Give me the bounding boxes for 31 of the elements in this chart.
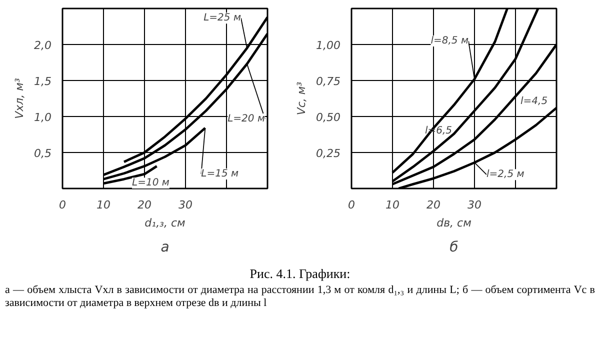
text: б bbox=[450, 240, 459, 256]
series-label: L=25 м bbox=[204, 12, 242, 24]
y-tick-label: 0,50 bbox=[316, 111, 341, 124]
y-axis-title: Vс, м³ bbox=[295, 81, 308, 116]
text: а bbox=[160, 240, 170, 256]
y-tick-label: 0,25 bbox=[316, 147, 341, 160]
y-tick-label: 0,75 bbox=[316, 75, 341, 88]
y-tick-label: 1,5 bbox=[34, 75, 52, 88]
y-axis-title: Vхл, м³ bbox=[13, 78, 26, 119]
x-tick-label: 10 bbox=[96, 198, 110, 212]
series-label: l=4,5 bbox=[520, 96, 548, 107]
x-tick-label: 10 bbox=[386, 198, 400, 212]
x-axis-title: dв, см bbox=[436, 216, 472, 230]
y-tick-label: 1,00 bbox=[316, 39, 341, 52]
text: l=8,5 м bbox=[430, 36, 469, 47]
series-label: L=20 м bbox=[228, 113, 266, 124]
y-tick-label: 2,0 bbox=[34, 39, 52, 52]
text: Рис. 4.1. Графики: bbox=[248, 265, 352, 283]
text: L=15 м bbox=[201, 168, 240, 180]
text: а — объем хлыста Vхл в зависимости от диаметра на расстоянии 1,3 м от комля d₁,₃ и длины L; б — объем сортимента Vс в зависимости от диаметра в верхнем отрезе dв и длины l bbox=[5, 284, 595, 312]
x-tick-label: 0 bbox=[59, 198, 66, 212]
x-tick-label: 20 bbox=[138, 198, 152, 212]
x-tick-label: 30 bbox=[178, 198, 192, 212]
legend-label: l=2,5 м bbox=[486, 169, 525, 180]
series-label: L=10 м bbox=[132, 178, 170, 189]
x-axis-title: d₁,₃, см bbox=[144, 216, 186, 230]
x-tick-label: 30 bbox=[468, 198, 482, 212]
x-tick-label: 0 bbox=[348, 198, 355, 212]
y-tick-label: 0,5 bbox=[34, 147, 52, 160]
x-tick-label: 20 bbox=[426, 198, 440, 212]
y-tick-label: 1,0 bbox=[34, 111, 52, 124]
